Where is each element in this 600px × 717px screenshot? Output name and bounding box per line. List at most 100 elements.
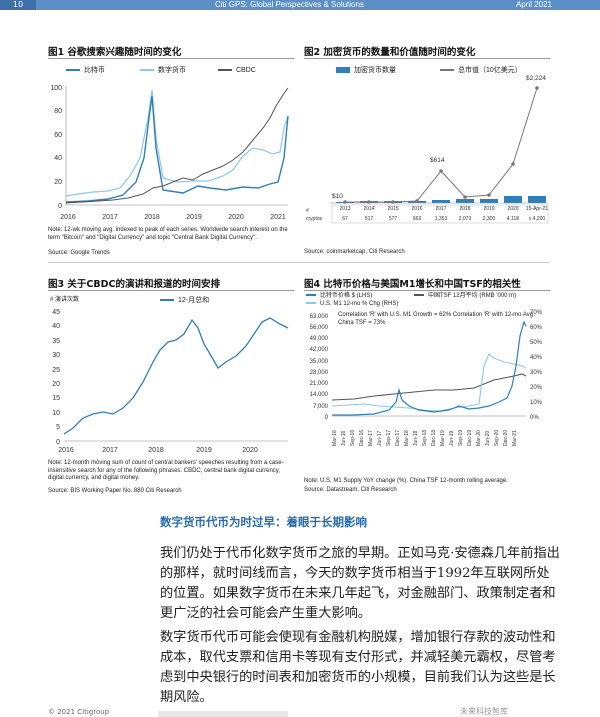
- svg-text:70%: 70%: [530, 310, 543, 316]
- fig2-label-2017: $614: [430, 157, 445, 164]
- section-heading: 数字货币代币为时过早：着眼于长期影响: [160, 515, 367, 529]
- fig1-chart: 100 80 60 40 20 0 2016 2017 2018 2019 2020 2…: [50, 85, 289, 221]
- row-divider: [48, 262, 550, 263]
- svg-text:Dec-20: Dec-20: [503, 430, 509, 446]
- fig1-legend-bitcoin: 比特币: [66, 66, 105, 75]
- svg-text:2018: 2018: [459, 206, 470, 212]
- fig4-rule: [304, 290, 550, 291]
- report-title: Citi GPS: Global Perspectives & Solution…: [215, 0, 364, 9]
- svg-text:Mar-17: Mar-17: [368, 430, 374, 446]
- svg-text:0%: 0%: [530, 415, 539, 421]
- svg-text:Sep-20: Sep-20: [494, 430, 500, 446]
- svg-text:cryptos: cryptos: [306, 216, 323, 222]
- svg-text:100: 100: [50, 85, 62, 92]
- svg-text:20: 20: [52, 381, 60, 388]
- svg-text:1,353: 1,353: [435, 216, 448, 222]
- page-number: 10: [0, 0, 36, 10]
- svg-text:67: 67: [342, 216, 348, 222]
- svg-text:20: 20: [54, 179, 62, 186]
- svg-text:Jun-19: Jun-19: [449, 430, 455, 446]
- fig1-legend-digital: 数字货币: [140, 66, 186, 75]
- svg-text:Jun-16: Jun-16: [341, 430, 347, 446]
- fig4-note: Note: U.S. M1 Supply YoY change (%). Chi…: [304, 478, 508, 484]
- fig2-chart: $10 $614 $2,224 2013 2014 2015 2016 2017 201…: [306, 75, 548, 224]
- svg-text:2013: 2013: [339, 206, 350, 212]
- svg-text:35,000: 35,000: [310, 359, 329, 365]
- svg-text:30: 30: [52, 352, 60, 359]
- fig2-rule: [304, 58, 550, 59]
- svg-text:0: 0: [325, 415, 329, 421]
- header-bar: [0, 0, 600, 10]
- fig2-legend-value: 总市值（10亿美元）: [440, 66, 522, 75]
- fig2-legend-count: 加密货币数量: [336, 66, 396, 75]
- report-date: April 2021: [515, 0, 552, 9]
- svg-text:Jun-20: Jun-20: [485, 430, 491, 446]
- svg-text:2016: 2016: [411, 206, 422, 212]
- svg-text:Dec-18: Dec-18: [431, 430, 437, 446]
- svg-text:Jun-18: Jun-18: [413, 430, 419, 446]
- svg-text:2017: 2017: [102, 447, 118, 454]
- svg-text:60: 60: [54, 132, 62, 139]
- paragraph-2: 数字货币代币可能会使现有金融机构脱媒，增加银行存款的波动性和成本，取代支票和信用…: [160, 630, 556, 705]
- svg-text:c.4,200: c.4,200: [529, 216, 546, 222]
- svg-text:10: 10: [52, 410, 60, 417]
- svg-text:40: 40: [54, 155, 62, 162]
- svg-text:2016: 2016: [58, 447, 74, 454]
- fig1-source: Source: Google Trends: [48, 250, 110, 256]
- fig3-note: Note: 12-month moving sum of count of ce…: [48, 460, 284, 481]
- svg-text:Mar-19: Mar-19: [440, 430, 446, 446]
- svg-text:Dec-16: Dec-16: [359, 430, 365, 446]
- svg-text:Mar-20: Mar-20: [476, 430, 482, 446]
- fig4-legend-tsf: 中国TSF 12月平均 (RMB '000 m): [414, 292, 516, 301]
- svg-text:0: 0: [58, 203, 62, 210]
- fig3-series: [63, 317, 289, 435]
- svg-text:Mar-21: Mar-21: [512, 430, 518, 446]
- svg-text:15-Apr-21: 15-Apr-21: [526, 206, 548, 212]
- fig2-markers: [343, 86, 539, 204]
- paragraph-1: 我们仍处于代币化数字货币之旅的早期。正如马克·安德森几年前指出的那样，就时间线而…: [160, 546, 560, 621]
- svg-text:25: 25: [52, 367, 60, 374]
- svg-text:Dec-17: Dec-17: [395, 430, 401, 446]
- svg-text:2019: 2019: [483, 206, 494, 212]
- svg-text:15: 15: [52, 395, 60, 402]
- svg-text:2020: 2020: [242, 447, 258, 454]
- fig4-annotation: Correlation 'R' with U.S. M1 Growth = 62…: [338, 312, 534, 326]
- svg-text:2018: 2018: [144, 214, 160, 221]
- fig3-legend: 12-月总和: [160, 296, 209, 305]
- svg-text:0: 0: [56, 439, 60, 446]
- svg-text:7,000: 7,000: [313, 404, 329, 410]
- fig1-note: Note: 12-wk moving avg. indexed to peak …: [48, 227, 288, 241]
- fig4-xticks: Mar-16 Jun-16 Sep-16 Dec-16 Mar-17 Jun-1…: [332, 430, 518, 446]
- svg-text:Jun-17: Jun-17: [377, 430, 383, 446]
- svg-text:60%: 60%: [530, 325, 543, 331]
- svg-text:45: 45: [52, 309, 60, 316]
- fig2-label-2021: $2,224: [526, 75, 546, 82]
- fig1-series-bitcoin: [65, 95, 289, 203]
- fig2-series-value: [345, 87, 538, 203]
- svg-text:80: 80: [54, 108, 62, 115]
- fig4-source: Source: Datastream, Citi Research: [304, 487, 397, 493]
- svg-text:#: #: [306, 208, 309, 214]
- svg-text:14,000: 14,000: [310, 392, 329, 398]
- svg-text:2019: 2019: [196, 447, 212, 454]
- svg-text:2015: 2015: [387, 206, 398, 212]
- svg-text:Mar-18: Mar-18: [404, 430, 410, 446]
- svg-text:10%: 10%: [530, 400, 543, 406]
- svg-text:4,118: 4,118: [507, 216, 519, 222]
- fig2-source: Source: coinmarketcap, Citi Research: [304, 249, 405, 255]
- svg-text:Mar-16: Mar-16: [332, 430, 338, 446]
- svg-text:517: 517: [365, 216, 374, 222]
- watermark-text: 未来科技智库: [460, 707, 508, 716]
- svg-text:42,000: 42,000: [310, 347, 329, 353]
- fig4-legend-m1: U.S. M1 12-mo % Chg (RHS): [306, 300, 398, 309]
- footer-bar: [158, 711, 288, 717]
- fig4-legend-bitcoin: 比特币价格 $ (LHS): [306, 292, 372, 301]
- svg-text:35: 35: [52, 338, 60, 345]
- svg-text:2018: 2018: [148, 447, 164, 454]
- svg-text:2,073: 2,073: [459, 216, 472, 222]
- fig3-rule: [48, 290, 294, 291]
- svg-text:2021: 2021: [270, 214, 286, 221]
- fig1-legend-cbdc: CBDC: [218, 66, 256, 75]
- svg-text:2020: 2020: [228, 214, 244, 221]
- svg-text:2014: 2014: [363, 206, 374, 212]
